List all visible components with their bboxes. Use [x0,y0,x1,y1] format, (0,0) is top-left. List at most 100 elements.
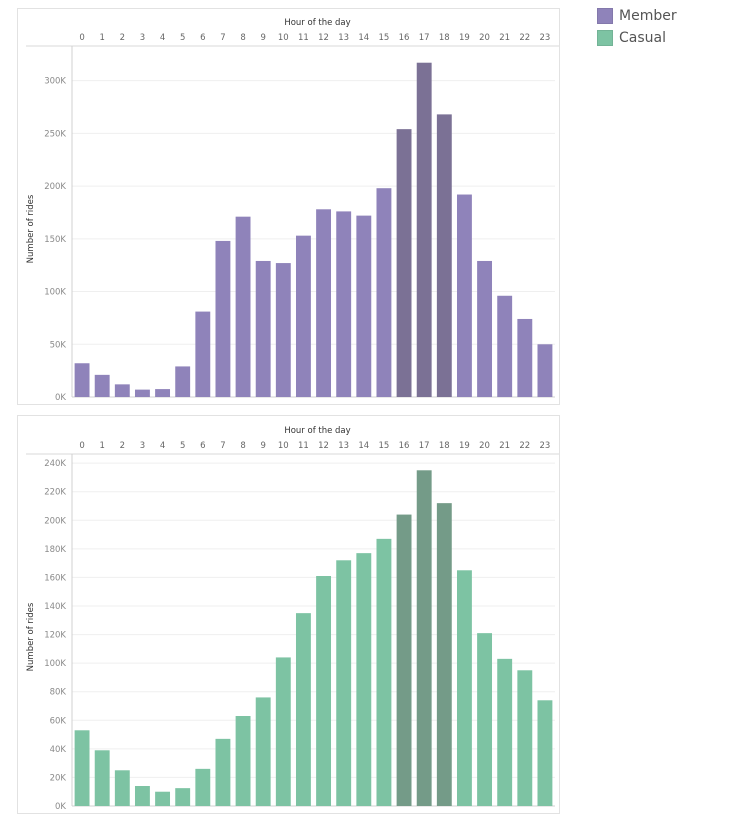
bar-hour-1[interactable] [94,750,110,806]
x-tick-label: 19 [459,441,470,451]
y-tick-label: 140K [44,602,66,612]
y-tick-label: 240K [44,459,66,469]
bar-hour-7[interactable] [215,240,231,397]
y-tick-label: 200K [44,182,66,192]
x-tick-label: 1 [99,33,104,43]
x-tick-label: 22 [519,441,530,451]
bar-hour-13[interactable] [336,560,352,806]
bar-hour-4[interactable] [155,389,171,397]
bar-hour-17[interactable] [416,62,432,397]
y-tick-label: 60K [50,716,67,726]
bar-hour-17[interactable] [416,470,432,806]
bar-hour-6[interactable] [195,311,211,397]
y-tick-label: 100K [44,288,66,298]
bar-hour-3[interactable] [134,389,150,397]
legend-label-casual: Casual [619,30,666,46]
bar-hour-9[interactable] [255,697,271,806]
x-tick-label: 3 [140,33,145,43]
y-tick-label: 250K [44,129,66,139]
bar-hour-19[interactable] [456,570,472,806]
bar-hour-15[interactable] [376,188,392,397]
x-tick-label: 9 [260,33,265,43]
bar-hour-19[interactable] [456,194,472,397]
bar-hour-16[interactable] [396,129,412,397]
bar-hour-22[interactable] [517,318,533,397]
bar-hour-22[interactable] [517,670,533,806]
y-tick-label: 20K [50,773,67,783]
x-tick-label: 17 [419,33,430,43]
bar-hour-10[interactable] [275,657,291,806]
bar-hour-1[interactable] [94,374,110,397]
x-tick-label: 9 [260,441,265,451]
bar-hour-14[interactable] [356,215,372,397]
bar-hour-15[interactable] [376,538,392,806]
bar-hour-23[interactable] [537,700,553,806]
y-tick-label: 50K [50,340,67,350]
bar-hour-5[interactable] [175,788,191,806]
bar-hour-20[interactable] [477,633,493,806]
x-tick-label: 7 [220,33,225,43]
bar-hour-7[interactable] [215,738,231,806]
x-tick-label: 2 [120,441,125,451]
casual-chart-panel: Hour of the day Number of rides 0K 20K 40K 60… [17,415,560,814]
x-tick-label: 21 [499,33,510,43]
bar-hour-6[interactable] [195,768,211,806]
bar-hour-20[interactable] [477,260,493,397]
y-tick-label: 0K [55,802,66,812]
x-tick-label: 1 [99,441,104,451]
bar-hour-0[interactable] [74,363,90,397]
x-tick-label: 4 [160,441,165,451]
x-tick-label: 8 [240,33,245,43]
bar-hour-18[interactable] [436,503,452,806]
x-tick-label: 10 [278,33,289,43]
bar-hour-13[interactable] [336,211,352,397]
x-tick-label: 20 [479,441,490,451]
bar-hour-9[interactable] [255,260,271,397]
x-tick-label: 0 [79,441,84,451]
x-tick-label: 12 [318,33,329,43]
bar-hour-0[interactable] [74,730,90,806]
bar-hour-2[interactable] [114,384,130,397]
bar-hour-12[interactable] [316,209,332,397]
bar-hour-2[interactable] [114,770,130,806]
x-axis-title: Hour of the day [284,426,350,436]
x-tick-label: 2 [120,33,125,43]
bar-hour-18[interactable] [436,114,452,397]
x-tick-label: 15 [379,33,390,43]
y-axis-title: Number of rides [26,602,36,671]
x-tick-label: 16 [399,441,410,451]
y-tick-label: 0K [55,393,66,403]
bar-hour-23[interactable] [537,344,553,397]
legend-item-casual[interactable]: Casual [597,27,677,49]
bar-hour-4[interactable] [155,791,171,806]
legend-item-member[interactable]: Member [597,5,677,27]
x-tick-label: 19 [459,33,470,43]
legend-swatch-casual [597,30,613,46]
x-tick-label: 10 [278,441,289,451]
bar-hour-16[interactable] [396,514,412,806]
bar-hour-11[interactable] [295,613,311,806]
bar-hour-3[interactable] [134,786,150,806]
bar-hour-8[interactable] [235,716,251,806]
bar-hour-21[interactable] [497,295,513,397]
bar-hour-21[interactable] [497,658,513,806]
bar-hour-8[interactable] [235,216,251,397]
y-tick-label: 40K [50,745,67,755]
bar-hour-14[interactable] [356,553,372,806]
legend-swatch-member [597,8,613,24]
x-tick-label: 18 [439,33,450,43]
bar-hour-5[interactable] [175,366,191,397]
x-tick-label: 15 [379,441,390,451]
y-tick-label: 200K [44,516,66,526]
x-tick-label: 22 [519,33,530,43]
x-tick-label: 7 [220,441,225,451]
x-tick-label: 11 [298,441,309,451]
bar-hour-11[interactable] [295,235,311,397]
x-tick-label: 13 [338,33,349,43]
x-tick-label: 13 [338,441,349,451]
member-bar-chart: Hour of the day Number of rides 0K 50K 100K 1… [26,18,559,403]
bar-hour-12[interactable] [316,576,332,806]
x-tick-label: 20 [479,33,490,43]
x-tick-label: 5 [180,33,185,43]
bar-hour-10[interactable] [275,263,291,397]
